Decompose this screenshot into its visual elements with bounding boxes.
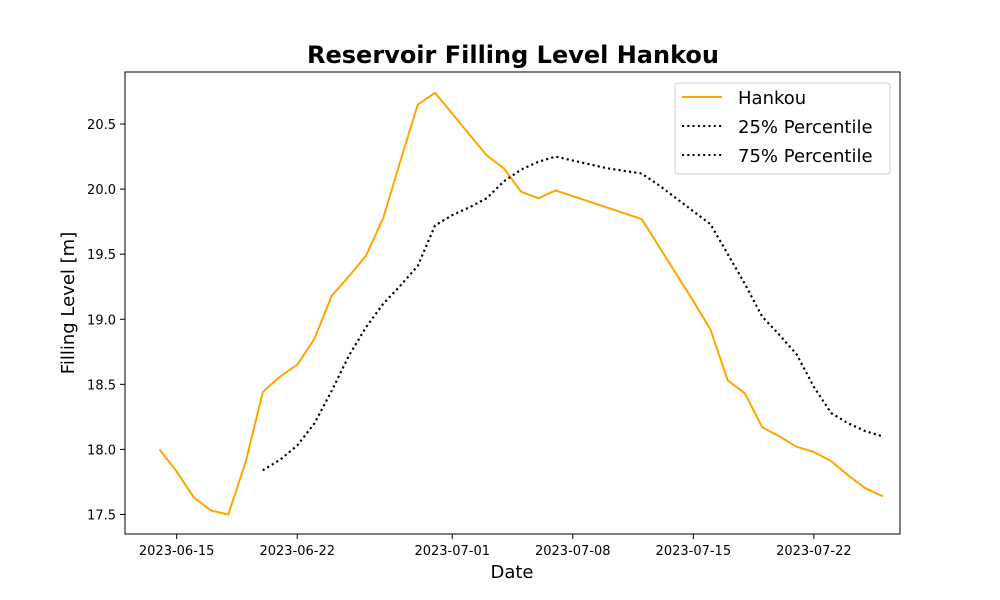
chart-title: Reservoir Filling Level Hankou (307, 41, 719, 69)
series-line-hankou (158, 91, 884, 516)
legend: Hankou 25% Percentile 75% Percentile (674, 82, 891, 175)
legend-label-hankou: Hankou (738, 88, 806, 109)
x-tick-label: 2023-06-22 (259, 544, 335, 559)
x-tick-label: 2023-07-15 (656, 544, 732, 559)
legend-label-25-percentile: 25% Percentile (738, 117, 873, 138)
y-axis: 17.5 18.0 18.5 19.0 19.5 20.0 20.5 (87, 118, 125, 523)
y-tick-label: 18.5 (87, 378, 116, 393)
y-tick-label: 17.5 (87, 508, 116, 523)
x-tick-label: 2023-07-01 (414, 544, 490, 559)
y-tick-label: 18.0 (87, 443, 116, 458)
y-axis-label: Filling Level [m] (58, 232, 79, 374)
x-axis: 2023-06-15 2023-06-22 2023-07-01 2023-07-08… (139, 534, 852, 559)
x-tick-label: 2023-06-15 (139, 544, 215, 559)
y-tick-label: 19.0 (87, 313, 116, 328)
x-tick-label: 2023-07-08 (535, 544, 611, 559)
x-tick-label: 2023-07-22 (776, 544, 852, 559)
y-tick-label: 19.5 (87, 248, 116, 263)
x-axis-label: Date (490, 562, 533, 583)
legend-box (674, 82, 891, 175)
y-tick-label: 20.0 (87, 183, 116, 198)
series-layer (158, 91, 884, 516)
series-line-75-percentile (262, 155, 884, 472)
y-tick-label: 20.5 (87, 118, 116, 133)
legend-label-75-percentile: 75% Percentile (738, 146, 873, 167)
